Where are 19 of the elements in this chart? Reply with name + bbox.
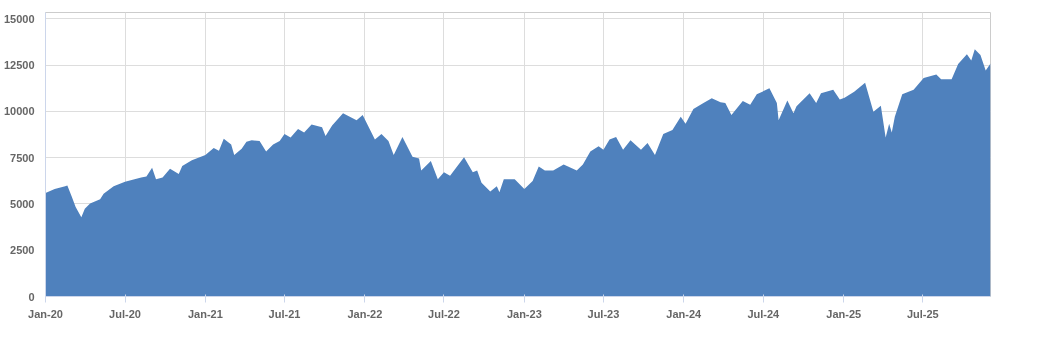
x-tick-label: Jul-25 — [906, 307, 939, 320]
y-tick-label: 10000 — [3, 105, 35, 118]
x-tick-label: Jul-20 — [109, 307, 141, 320]
x-tick-label: Jan-24 — [666, 307, 703, 320]
y-tick-label: 12500 — [3, 59, 35, 72]
x-tick-label: Jan-22 — [347, 307, 383, 320]
x-tick-label: Jan-21 — [187, 307, 223, 320]
x-tick-label: Jan-20 — [28, 307, 63, 320]
x-tick-label: Jul-22 — [428, 307, 460, 320]
y-tick-label: 0 — [28, 290, 35, 303]
y-tick-label: 15000 — [3, 12, 35, 25]
x-tick-label: Jul-24 — [747, 307, 781, 320]
y-tick-label: 7500 — [10, 151, 35, 164]
x-tick-label: Jan-23 — [506, 307, 542, 320]
y-tick-label: 5000 — [10, 197, 35, 210]
y-tick-label: 2500 — [10, 244, 35, 257]
x-tick-label: Jul-23 — [587, 307, 620, 320]
x-tick-label: Jul-21 — [268, 307, 301, 320]
x-tick-label: Jan-25 — [826, 307, 862, 320]
